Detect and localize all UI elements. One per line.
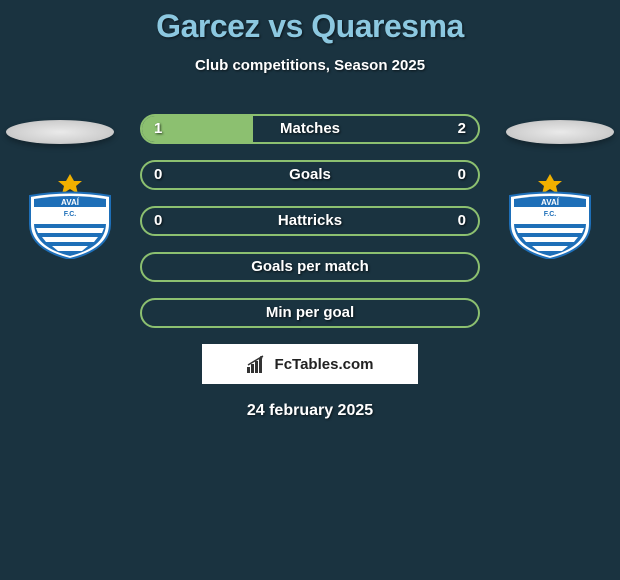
stat-row: 0Goals0 bbox=[140, 160, 480, 190]
stat-label: Hattricks bbox=[142, 208, 478, 234]
stat-value-right: 0 bbox=[458, 208, 466, 234]
page-subtitle: Club competitions, Season 2025 bbox=[0, 57, 620, 74]
player-avatar-right bbox=[506, 120, 614, 144]
stat-value-right: 2 bbox=[458, 116, 466, 142]
stats-area: AVAÍ F.C. AVAÍ F.C. bbox=[0, 114, 620, 328]
stat-rows: 1Matches20Goals00Hattricks0Goals per mat… bbox=[140, 114, 480, 328]
shield-icon: AVAÍ F.C. bbox=[20, 174, 120, 259]
stat-value-right: 0 bbox=[458, 162, 466, 188]
brand-label: FcTables.com bbox=[275, 356, 374, 373]
player-avatar-left bbox=[6, 120, 114, 144]
stat-row: Min per goal bbox=[140, 298, 480, 328]
stat-row: Goals per match bbox=[140, 252, 480, 282]
page-container: Garcez vs Quaresma Club competitions, Se… bbox=[0, 0, 620, 420]
svg-text:AVAÍ: AVAÍ bbox=[61, 198, 80, 207]
stat-label: Matches bbox=[142, 116, 478, 142]
svg-text:F.C.: F.C. bbox=[544, 211, 557, 218]
stat-label: Goals per match bbox=[142, 254, 478, 280]
stat-row: 0Hattricks0 bbox=[140, 206, 480, 236]
stat-label: Goals bbox=[142, 162, 478, 188]
bar-chart-icon bbox=[247, 355, 269, 373]
stat-row: 1Matches2 bbox=[140, 114, 480, 144]
page-title: Garcez vs Quaresma bbox=[0, 8, 620, 45]
svg-text:F.C.: F.C. bbox=[64, 211, 77, 218]
date-label: 24 february 2025 bbox=[0, 402, 620, 420]
shield-icon: AVAÍ F.C. bbox=[500, 174, 600, 259]
svg-text:AVAÍ: AVAÍ bbox=[541, 198, 560, 207]
stat-label: Min per goal bbox=[142, 300, 478, 326]
brand-box[interactable]: FcTables.com bbox=[202, 344, 418, 384]
club-logo-left: AVAÍ F.C. bbox=[20, 174, 120, 259]
club-logo-right: AVAÍ F.C. bbox=[500, 174, 600, 259]
